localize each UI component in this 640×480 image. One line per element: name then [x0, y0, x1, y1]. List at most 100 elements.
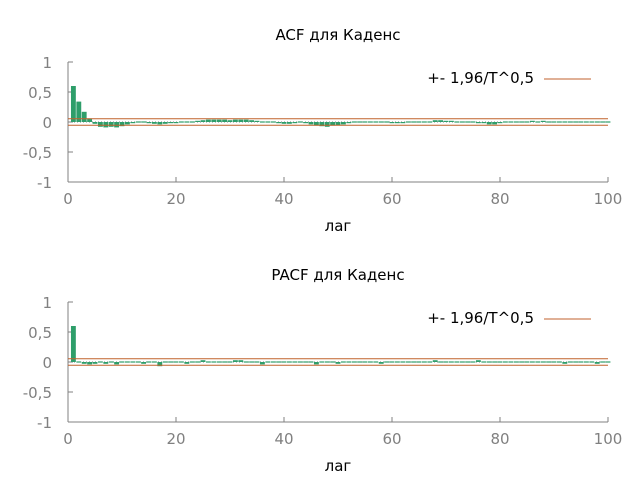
acf-bar-lag-13 [135, 121, 141, 123]
acf-bar-lag-23 [189, 121, 195, 123]
pacf-bar-lag-7 [103, 362, 109, 364]
pacf-bar-lag-9 [114, 362, 120, 365]
acf-bar-lag-76 [475, 122, 481, 124]
acf-bar-lag-71 [448, 120, 454, 122]
acf-bar-lag-14 [141, 121, 147, 123]
pacf-bar-lag-26 [205, 361, 211, 363]
acf-bar-lag-2 [76, 101, 82, 122]
pacf-bar-lag-60 [389, 361, 395, 363]
pacf-x-ticks: 0 20 40 60 80 100 [63, 430, 622, 448]
acf-bar-lag-28 [216, 119, 222, 122]
acf-bar-lag-55 [362, 121, 368, 123]
acf-bar-lag-60 [389, 122, 395, 124]
acf-legend: +- 1,96/T^0,5 [427, 69, 591, 87]
pacf-bar-lag-23 [189, 361, 195, 363]
acf-bar-lag-70 [443, 120, 449, 122]
acf-bar-lag-7 [103, 122, 109, 128]
pacf-bar-lag-30 [227, 361, 233, 363]
acf-bar-lag-39 [276, 122, 282, 124]
pacf-bar-lag-56 [367, 361, 373, 363]
pacf-bar-lag-95 [578, 361, 584, 363]
pacf-bar-lag-13 [135, 361, 141, 363]
acf-bar-lag-83 [513, 121, 519, 123]
pacf-bar-lag-58 [378, 362, 384, 364]
acf-bar-lag-33 [243, 119, 249, 122]
pacf-bar-lag-80 [497, 361, 503, 363]
pacf-bar-lag-77 [481, 361, 487, 363]
acf-ytick-0.5: 0,5 [28, 84, 52, 102]
pacf-bar-lag-79 [492, 361, 498, 363]
pacf-ytick-0.5: 0,5 [28, 324, 52, 342]
acf-bar-lag-61 [394, 122, 400, 124]
acf-xtick-100: 100 [594, 190, 623, 208]
pacf-bar-lag-68 [432, 360, 438, 362]
pacf-bar-lag-49 [330, 361, 336, 363]
acf-bar-lag-49 [330, 122, 336, 126]
acf-bar-lag-29 [222, 119, 228, 122]
pacf-y-ticks: 1 0,5 0 -0,5 -1 [23, 294, 52, 432]
pacf-bar-lag-71 [448, 361, 454, 363]
acf-bar-lag-63 [405, 121, 411, 123]
pacf-bar-lag-22 [184, 362, 190, 364]
pacf-bar-lag-87 [535, 361, 541, 363]
pacf-bar-lag-70 [443, 361, 449, 363]
pacf-bar-lag-57 [373, 361, 379, 363]
pacf-bar-lag-34 [249, 361, 255, 363]
acf-bar-lag-18 [162, 122, 168, 124]
acf-bar-lag-72 [454, 121, 460, 123]
acf-bar-lag-43 [297, 121, 303, 123]
pacf-bar-lag-76 [475, 360, 481, 362]
pacf-xtick-20: 20 [166, 430, 185, 448]
pacf-bar-lag-41 [286, 361, 292, 363]
pacf-bar-lag-31 [232, 360, 238, 362]
pacf-ytick-minus-1: -1 [37, 414, 52, 432]
acf-bar-lag-80 [497, 122, 503, 124]
acf-xtick-60: 60 [382, 190, 401, 208]
pacf-bar-lag-38 [270, 361, 276, 363]
pacf-bar-lag-88 [540, 361, 546, 363]
acf-bar-lag-92 [562, 121, 568, 123]
acf-bar-lag-6 [97, 122, 103, 127]
pacf-panel: PACF для Каденс 1 0,5 0 -0,5 -1 0 20 40 … [23, 266, 623, 475]
pacf-bar-lag-98 [594, 362, 600, 364]
pacf-xtick-0: 0 [63, 430, 73, 448]
acf-bar-lag-67 [427, 121, 433, 123]
acf-bar-lag-94 [573, 121, 579, 123]
acf-xtick-0: 0 [63, 190, 73, 208]
pacf-bar-lag-5 [92, 362, 98, 364]
pacf-bar-lag-46 [313, 362, 319, 365]
pacf-bar-lag-39 [276, 361, 282, 363]
pacf-bar-lag-37 [265, 361, 271, 363]
acf-bar-lag-34 [249, 120, 255, 122]
acf-bar-lag-48 [324, 122, 330, 127]
pacf-bar-lag-4 [87, 362, 93, 365]
acf-bar-lag-99 [600, 121, 606, 123]
acf-bar-lag-31 [232, 119, 238, 122]
acf-ytick-minus-0.5: -0,5 [23, 144, 52, 162]
pacf-bar-lag-3 [81, 362, 87, 364]
pacf-bar-lag-99 [600, 361, 606, 363]
pacf-bar-lag-100 [605, 361, 611, 363]
acf-bar-lag-44 [303, 122, 309, 124]
acf-bar-lag-4 [87, 118, 93, 122]
pacf-xtick-60: 60 [382, 430, 401, 448]
pacf-bar-lag-94 [573, 361, 579, 363]
acf-bar-lag-79 [492, 122, 498, 125]
pacf-xtick-40: 40 [274, 430, 293, 448]
acf-bar-lag-27 [211, 119, 217, 122]
acf-bar-lag-66 [421, 121, 427, 123]
pacf-legend-label: +- 1,96/T^0,5 [427, 309, 534, 327]
acf-title: ACF для Каденс [275, 26, 400, 44]
acf-bar-lag-17 [157, 122, 163, 125]
acf-bar-lag-87 [535, 121, 541, 123]
pacf-bar-lag-97 [589, 361, 595, 363]
pacf-bar-lag-62 [400, 361, 406, 363]
pacf-bar-lag-32 [238, 360, 244, 362]
pacf-bar-lag-33 [243, 361, 249, 363]
pacf-bar-lag-8 [108, 361, 114, 363]
pacf-ytick-1: 1 [42, 294, 52, 312]
pacf-bar-lag-21 [178, 361, 184, 363]
acf-bar-lag-50 [335, 122, 341, 125]
acf-bar-lag-97 [589, 121, 595, 123]
pacf-bar-lag-27 [211, 361, 217, 363]
